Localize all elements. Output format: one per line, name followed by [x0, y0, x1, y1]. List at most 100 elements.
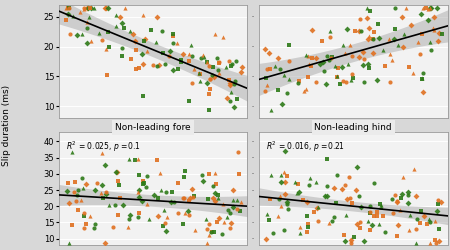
Point: [201, 55, 208, 59]
Point: [223, 96, 230, 100]
Point: [63, 6, 70, 10]
Point: [112, 203, 119, 207]
Point: [382, 64, 389, 68]
Point: [225, 78, 232, 82]
Point: [163, 229, 170, 233]
Point: [376, 36, 383, 40]
Point: [418, 32, 425, 36]
Point: [135, 188, 143, 192]
Point: [370, 30, 377, 34]
Point: [266, 197, 274, 201]
Point: [224, 215, 231, 219]
Point: [157, 188, 164, 192]
Point: [376, 202, 383, 206]
Point: [225, 208, 232, 212]
Point: [420, 71, 427, 75]
Point: [213, 220, 220, 224]
Point: [70, 14, 77, 18]
Point: [186, 199, 193, 203]
Point: [421, 214, 428, 218]
Point: [139, 198, 146, 202]
Point: [128, 58, 135, 62]
Point: [185, 100, 193, 103]
Point: [233, 198, 240, 202]
Point: [204, 197, 211, 201]
Point: [318, 39, 325, 43]
Point: [159, 51, 166, 55]
Point: [412, 194, 419, 198]
Point: [438, 32, 446, 36]
Point: [116, 184, 123, 188]
Point: [434, 198, 441, 202]
Point: [214, 56, 221, 60]
Point: [198, 173, 206, 177]
Point: [386, 80, 393, 84]
Point: [238, 200, 245, 204]
Point: [425, 18, 432, 22]
Point: [78, 32, 86, 36]
Point: [261, 89, 269, 93]
Point: [98, 151, 105, 155]
Point: [276, 68, 284, 71]
Point: [366, 204, 373, 208]
Point: [424, 7, 432, 11]
Point: [216, 60, 223, 64]
Point: [398, 15, 405, 19]
Point: [170, 41, 177, 45]
Point: [325, 222, 333, 226]
Point: [306, 183, 313, 187]
Point: [234, 150, 242, 154]
Point: [175, 211, 182, 215]
Point: [139, 13, 146, 17]
Point: [82, 182, 90, 186]
Point: [339, 43, 346, 47]
Point: [344, 62, 351, 66]
Point: [363, 6, 370, 10]
Point: [419, 90, 427, 94]
Point: [349, 76, 356, 80]
Point: [335, 66, 342, 70]
Point: [98, 38, 105, 42]
Point: [185, 59, 192, 63]
Point: [332, 201, 339, 205]
Point: [84, 41, 91, 45]
Point: [312, 56, 319, 60]
Point: [355, 194, 362, 198]
Point: [198, 56, 205, 60]
Point: [134, 190, 141, 194]
Point: [91, 188, 99, 192]
Point: [162, 190, 169, 194]
Point: [174, 41, 181, 45]
Point: [68, 150, 75, 154]
Point: [333, 74, 341, 78]
Point: [306, 176, 314, 180]
Point: [285, 43, 292, 47]
Point: [205, 64, 212, 68]
Point: [364, 62, 371, 66]
Point: [405, 201, 412, 205]
Text: $R^2$ = 0.025, $p$ =0.1: $R^2$ = 0.025, $p$ =0.1: [66, 140, 140, 154]
Point: [219, 232, 226, 236]
Point: [356, 220, 363, 224]
Text: Slip duration (ms): Slip duration (ms): [2, 84, 11, 166]
Point: [351, 235, 358, 239]
Point: [190, 194, 197, 198]
Point: [180, 52, 187, 56]
Point: [161, 62, 168, 66]
Point: [295, 81, 302, 85]
Point: [412, 242, 419, 246]
Point: [349, 54, 356, 58]
Point: [385, 37, 392, 41]
Point: [427, 242, 434, 246]
Point: [156, 63, 163, 67]
Point: [63, 18, 70, 21]
Point: [150, 63, 157, 67]
Point: [181, 175, 188, 179]
Point: [305, 75, 312, 79]
Point: [428, 48, 435, 52]
Point: [408, 23, 415, 27]
Point: [369, 37, 377, 41]
Point: [66, 6, 73, 10]
Point: [262, 76, 269, 80]
Point: [83, 20, 90, 24]
